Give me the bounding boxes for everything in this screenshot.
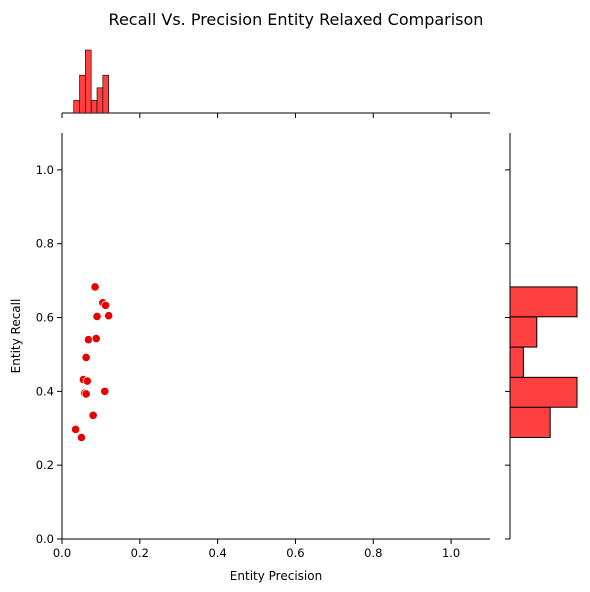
top-hist-bar — [90, 100, 98, 114]
scatter-point — [83, 335, 94, 345]
y-tick-label: 0.8 — [36, 237, 54, 251]
x-tick-label: 0.2 — [131, 546, 149, 560]
y-tick-label: 0.0 — [36, 532, 54, 546]
scatter-point — [92, 311, 102, 322]
chart-title: Recall Vs. Precision Entity Relaxed Comp… — [109, 10, 484, 29]
top-hist-bar — [79, 74, 86, 114]
x-axis-label: Entity Precision — [230, 569, 322, 583]
top-hist-bar — [102, 74, 109, 114]
scatter-point — [82, 376, 92, 386]
scatter-point — [81, 389, 91, 399]
top-hist-bar — [85, 49, 92, 114]
right-marginal-histogram — [505, 133, 578, 540]
scatter-point — [100, 300, 111, 310]
top-hist-bar — [73, 100, 80, 114]
scatter-point — [71, 424, 81, 434]
scatter-point — [104, 311, 114, 321]
scatter-point — [76, 432, 87, 443]
right-hist-bar — [509, 316, 538, 348]
scatter-point — [100, 386, 110, 396]
right-hist-bar — [509, 286, 578, 318]
right-hist-bar — [509, 346, 524, 378]
scatter-point — [91, 333, 101, 344]
x-tick-label: 0.0 — [53, 546, 71, 560]
x-axis-ticks: 0.0 0.2 0.4 0.6 0.8 1.0 — [53, 539, 460, 560]
y-tick-label: 0.6 — [36, 311, 54, 325]
x-tick-label: 0.4 — [208, 546, 226, 560]
scatter-point — [81, 352, 91, 363]
right-hist-bar — [509, 406, 551, 439]
y-tick-label: 1.0 — [36, 163, 54, 177]
x-tick-label: 1.0 — [442, 546, 460, 560]
y-tick-label: 0.4 — [36, 384, 54, 398]
top-marginal-histogram — [61, 49, 490, 118]
y-tick-label: 0.2 — [36, 458, 54, 472]
x-tick-label: 0.6 — [286, 546, 304, 560]
y-axis-label: Entity Recall — [9, 299, 23, 374]
scatter-point — [88, 410, 98, 420]
y-axis-ticks: 0.0 0.2 0.4 0.6 0.8 1.0 — [36, 163, 62, 546]
right-hist-bar — [509, 376, 578, 408]
scatter-points — [71, 282, 114, 443]
main-scatter-axes: 0.0 0.2 0.4 0.6 0.8 1.0 0.0 0.2 0.4 0.6 0.8 1.0 — [36, 133, 490, 560]
top-hist-bar — [96, 87, 104, 114]
scatter-point — [90, 282, 100, 292]
x-tick-label: 0.8 — [364, 546, 382, 560]
